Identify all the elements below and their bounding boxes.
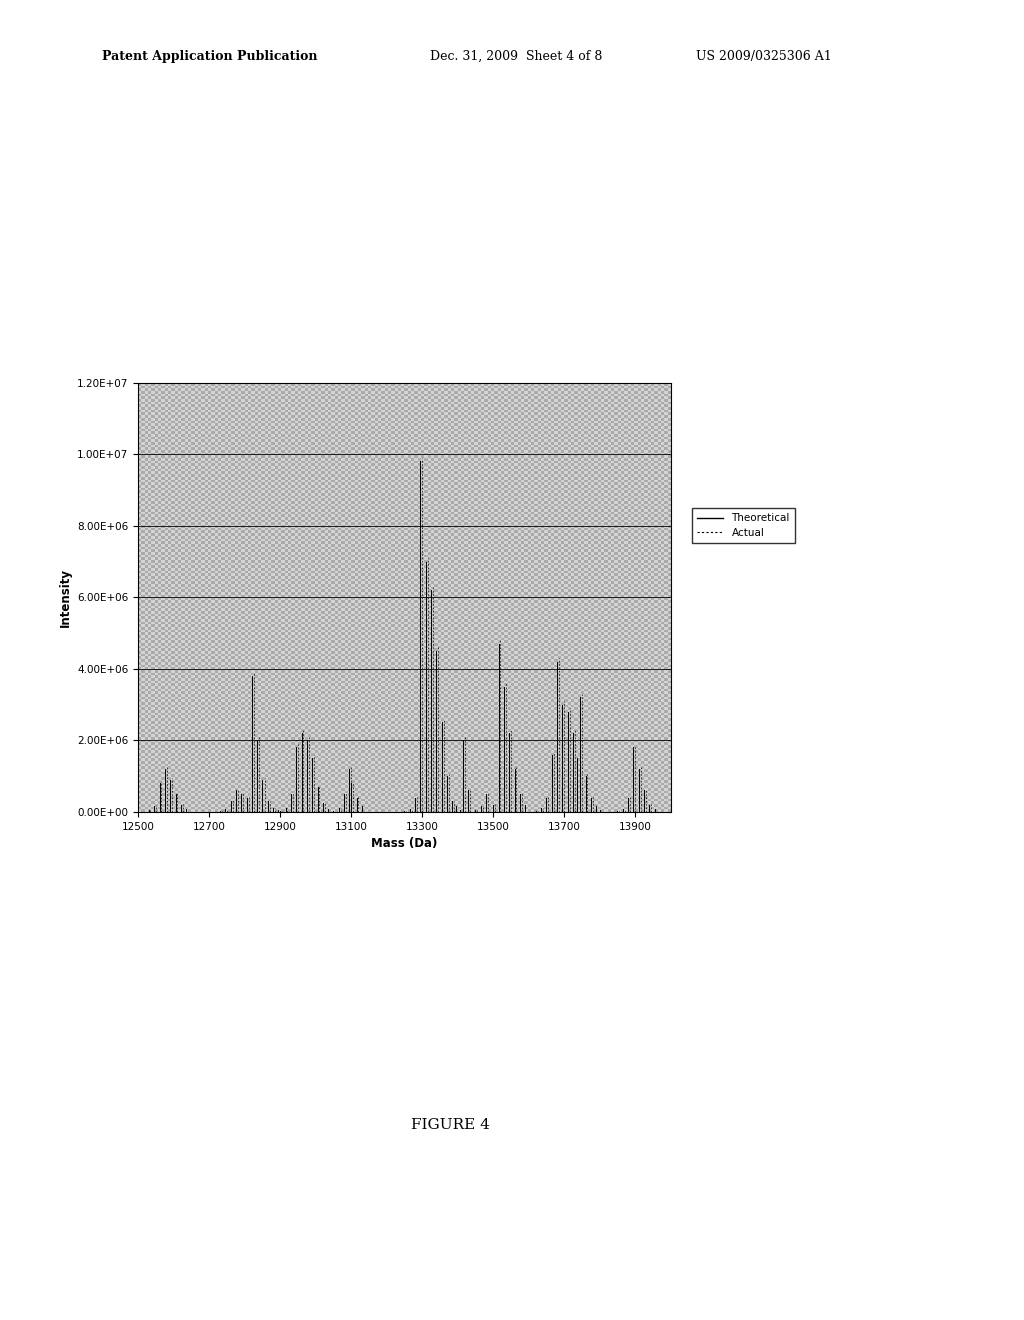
Text: US 2009/0325306 A1: US 2009/0325306 A1 <box>696 50 833 63</box>
Text: Patent Application Publication: Patent Application Publication <box>102 50 317 63</box>
Text: FIGURE 4: FIGURE 4 <box>411 1118 490 1131</box>
Legend: Theoretical, Actual: Theoretical, Actual <box>692 508 795 543</box>
Y-axis label: Intensity: Intensity <box>58 568 72 627</box>
Text: Dec. 31, 2009  Sheet 4 of 8: Dec. 31, 2009 Sheet 4 of 8 <box>430 50 602 63</box>
X-axis label: Mass (Da): Mass (Da) <box>372 837 437 850</box>
